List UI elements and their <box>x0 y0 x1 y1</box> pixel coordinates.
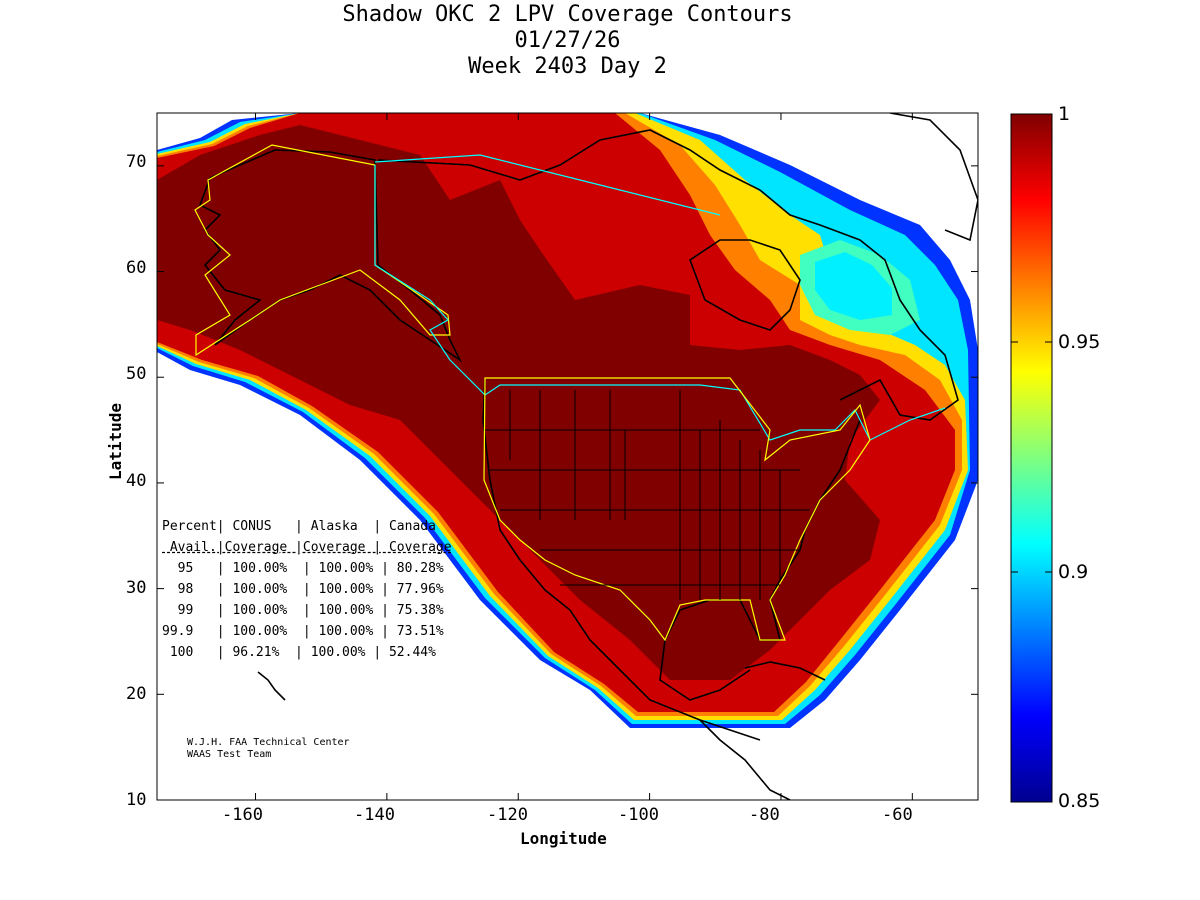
x-tick-label: -140 <box>354 805 395 825</box>
y-tick-label: 50 <box>126 364 147 384</box>
stats-header-2: Avail.|Coverage |Coverage | Coverage <box>162 540 452 555</box>
y-tick-label: 60 <box>126 258 147 278</box>
colorbar-label: 0.85 <box>1058 790 1101 812</box>
x-tick-label: -100 <box>618 805 659 825</box>
colorbar-label: 0.95 <box>1058 331 1101 353</box>
stats-row: 98 | 100.00% | 100.00% | 77.96% <box>162 582 444 597</box>
y-tick-label: 70 <box>126 152 147 172</box>
colorbar <box>1010 113 1053 803</box>
canada-boundary <box>374 154 946 441</box>
coast-hudson-bay <box>689 239 801 331</box>
x-axis-title: Longitude <box>520 829 607 848</box>
contour-pocket-labrador-core <box>815 252 892 320</box>
axis-ticks <box>157 113 978 801</box>
credit-block: W.J.H. FAA Technical Center WAAS Test Te… <box>187 737 350 761</box>
conus-boundary <box>483 377 871 642</box>
y-tick-label: 30 <box>126 578 147 598</box>
colorbar-label: 1 <box>1058 103 1071 125</box>
state-lines <box>485 390 810 600</box>
map-title-line2: 01/27/26 <box>514 28 621 53</box>
stats-row: 100 | 96.21% | 100.00% | 52.44% <box>162 645 436 660</box>
y-tick-label: 10 <box>126 790 147 810</box>
y-tick-label: 20 <box>126 684 147 704</box>
coast-greenland <box>889 113 978 242</box>
stats-row: 99 | 100.00% | 100.00% | 75.38% <box>162 603 444 618</box>
coast-hawaii <box>257 671 286 701</box>
x-tick-label: -120 <box>487 805 528 825</box>
x-tick-label: -160 <box>222 805 263 825</box>
colorbar-ticks <box>1011 341 1052 573</box>
credit-line: W.J.H. FAA Technical Center <box>187 737 350 748</box>
plot-frame <box>156 112 979 801</box>
stats-row: 99.9 | 100.00% | 100.00% | 73.51% <box>162 624 444 639</box>
alaska-boundary <box>194 144 451 357</box>
coast-us-west <box>482 379 761 741</box>
colorbar-label: 0.9 <box>1058 561 1089 583</box>
y-tick-label: 40 <box>126 471 147 491</box>
coast-cuba <box>744 661 826 681</box>
coverage-contours <box>157 113 978 728</box>
coverage-stats-table: Percent| CONUS | Alaska | Canada Avail.|… <box>162 516 452 663</box>
stats-row: 95 | 100.00% | 100.00% | 80.28% <box>162 561 444 576</box>
credit-line: WAAS Test Team <box>187 749 272 760</box>
coast-central-america <box>699 719 791 800</box>
x-tick-label: -80 <box>749 805 780 825</box>
region-boundaries <box>194 144 946 642</box>
x-tick-label: -60 <box>882 805 913 825</box>
coast-alaska <box>199 149 463 363</box>
coast-canada-arctic <box>377 129 959 421</box>
stats-header-1: Percent| CONUS | Alaska | Canada <box>162 519 436 534</box>
contour-full-coverage <box>157 125 880 680</box>
map-title-line3: Week 2403 Day 2 <box>468 54 667 79</box>
y-axis-title: Latitude <box>106 402 126 481</box>
map-title-line1: Shadow OKC 2 LPV Coverage Contours <box>342 2 793 27</box>
